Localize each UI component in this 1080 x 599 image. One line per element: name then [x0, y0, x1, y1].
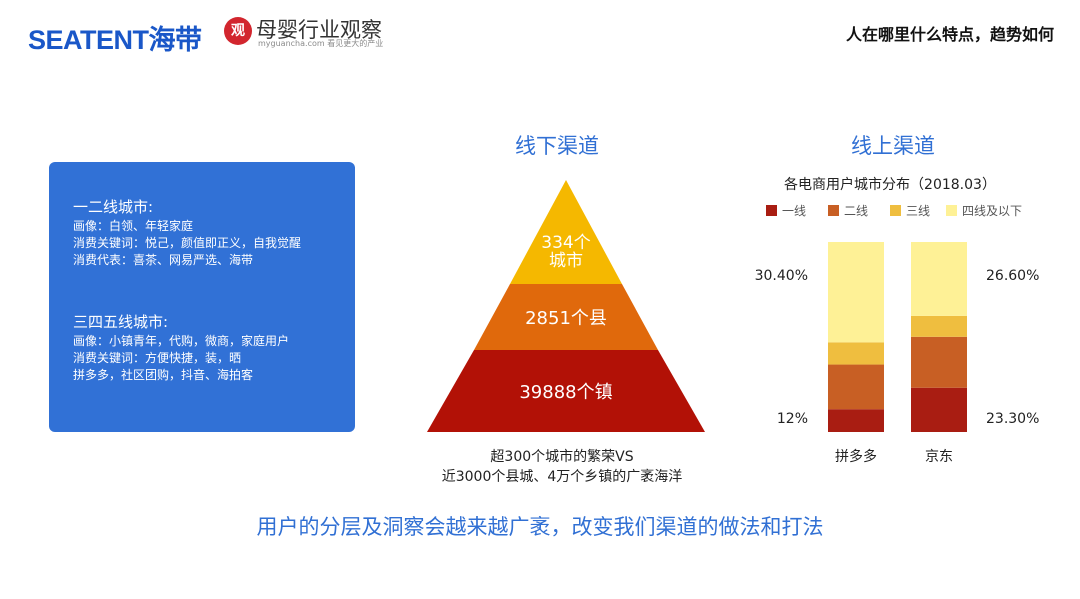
- tier3-5-line: 画像：小镇青年，代购，微商，家庭用户: [73, 334, 290, 348]
- chart-legend: 一线 二线 三线 四线及以下: [766, 204, 1022, 218]
- myguancha-logo-icon: 观: [224, 17, 252, 45]
- offline-pyramid: 334个 城市 2851个县 39888个镇: [427, 180, 705, 432]
- legend-swatch: [946, 205, 957, 216]
- pyramid-tier-counties: [474, 284, 658, 350]
- bar-segment: [911, 336, 967, 388]
- tier1-2-line: 消费关键词：悦己，颜值即正义，自我觉醒: [73, 236, 302, 250]
- pyramid-caption-line-1: 超300个城市的繁荣VS: [490, 449, 634, 465]
- myguancha-logo-text: 母婴行业观察: [256, 18, 382, 42]
- pyramid-tier-towns: [427, 350, 705, 432]
- bar-segment: [828, 342, 884, 365]
- pyramid-counties-label: 2851个县: [525, 308, 607, 329]
- legend-swatch: [828, 205, 839, 216]
- tier3-5-group: 三四五线城市: 画像：小镇青年，代购，微商，家庭用户 消费关键词：方便快捷，装，…: [73, 313, 355, 384]
- chart-title: 各电商用户城市分布（2018.03）: [784, 176, 996, 193]
- chart-bars: 拼多多 京东: [828, 242, 967, 465]
- city-tier-info-box: 一二线城市: 画像：白领、年轻家庭 消费关键词：悦己，颜值即正义，自我觉醒 消费…: [49, 162, 355, 432]
- legend-label: 四线及以下: [962, 204, 1022, 218]
- legend-label: 二线: [844, 204, 868, 218]
- legend-swatch: [766, 205, 777, 216]
- page-headline: 人在哪里什么特点，趋势如何: [845, 25, 1054, 44]
- pyramid-cities-label-2: 城市: [549, 251, 583, 271]
- pyramid-caption: 超300个城市的繁荣VS 近3000个县城、4万个乡镇的广袤海洋: [412, 447, 712, 487]
- bar-segment: [911, 315, 967, 337]
- data-label: 30.40%: [755, 268, 808, 284]
- tier3-5-line: 消费关键词：方便快捷，装，晒: [73, 351, 242, 365]
- bottom-statement: 用户的分层及洞察会越来越广袤，改变我们渠道的做法和打法: [256, 515, 824, 539]
- legend-item: 三线: [890, 204, 930, 218]
- legend-item: 二线: [828, 204, 868, 218]
- offline-channel-title: 线下渠道: [515, 134, 599, 158]
- tier1-2-title: 一二线城市:: [73, 198, 154, 216]
- ecommerce-city-distribution-chart: 各电商用户城市分布（2018.03） 一线 二线 三线 四线及以下 拼多多 京东 30.…: [755, 176, 1040, 465]
- tier1-2-line: 消费代表：喜茶、网易严选、海带: [73, 253, 254, 267]
- tier1-2-group: 一二线城市: 画像：白领、年轻家庭 消费关键词：悦己，颜值即正义，自我觉醒 消费…: [73, 198, 355, 269]
- bar-segment: [911, 387, 967, 432]
- legend-label: 三线: [906, 204, 930, 218]
- chart-labels: 30.40% 12% 26.60% 23.30%: [755, 268, 1040, 427]
- bar-segment: [911, 242, 967, 316]
- myguancha-logo-subtitle: myguancha.com 看见更大的产业: [258, 39, 384, 48]
- data-label: 23.30%: [986, 411, 1039, 427]
- legend-label: 一线: [782, 204, 806, 218]
- bar-segment: [828, 242, 884, 343]
- bar-segment: [828, 364, 884, 410]
- pyramid-caption-line-2: 近3000个县城、4万个乡镇的广袤海洋: [441, 469, 683, 485]
- bar-segment: [828, 409, 884, 432]
- legend-item: 四线及以下: [946, 204, 1022, 218]
- pyramid-tier-cities: [510, 180, 622, 284]
- seatent-logo: SEATENT海带: [28, 25, 202, 55]
- legend-swatch: [890, 205, 901, 216]
- data-label: 12%: [777, 411, 808, 427]
- category-label: 拼多多: [835, 448, 877, 465]
- tier3-5-title: 三四五线城市:: [73, 313, 169, 331]
- category-label: 京东: [925, 449, 953, 465]
- tier3-5-line: 拼多多，社区团购，抖音、海拍客: [73, 368, 254, 382]
- online-channel-title: 线上渠道: [851, 134, 935, 158]
- pyramid-cities-label-1: 334个: [541, 233, 590, 253]
- tier1-2-line: 画像：白领、年轻家庭: [73, 219, 194, 233]
- pyramid-towns-label: 39888个镇: [519, 382, 612, 403]
- data-label: 26.60%: [986, 268, 1039, 284]
- legend-item: 一线: [766, 204, 806, 218]
